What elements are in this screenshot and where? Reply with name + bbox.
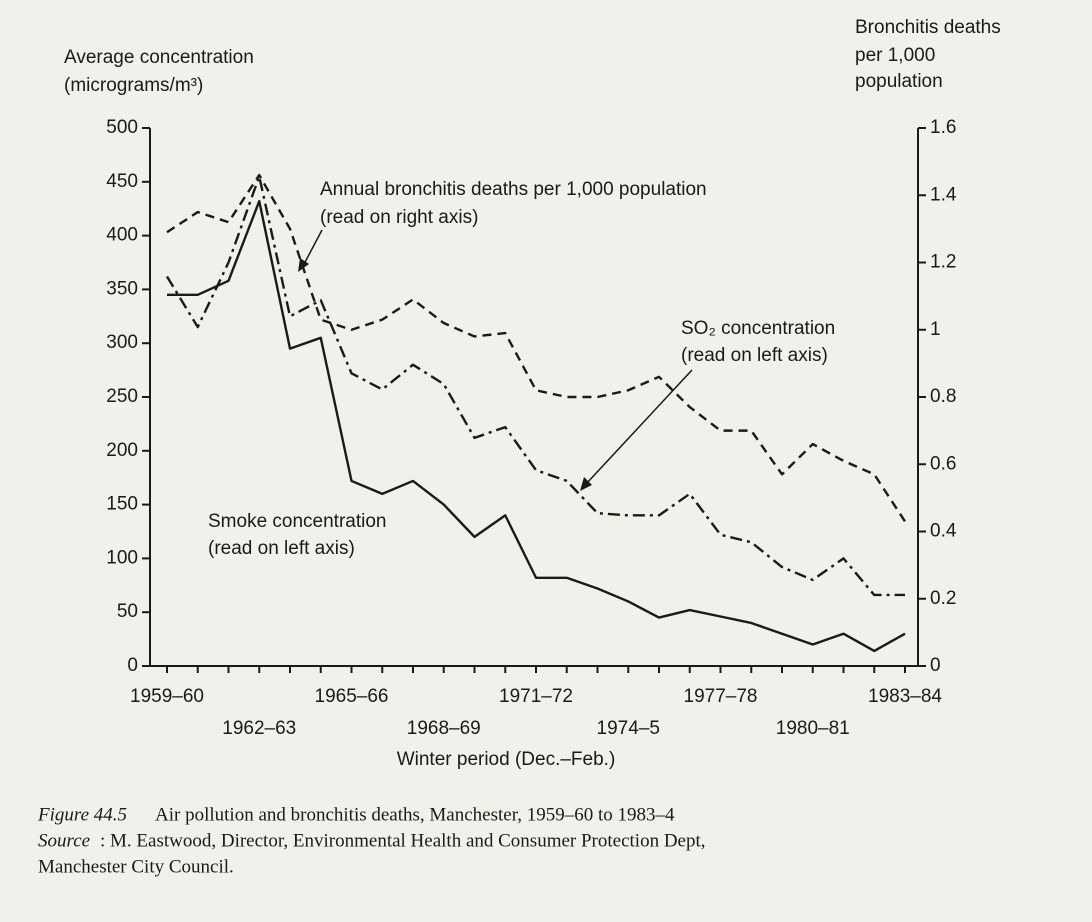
series-line (167, 199, 906, 653)
caption-figure: Figure 44.5 (37, 804, 127, 825)
annotation-arrow (585, 369, 693, 485)
y-tick-label: 250 (106, 386, 138, 407)
y-tick-label: 50 (117, 601, 138, 622)
y2-axis-title: population (855, 71, 943, 92)
y2-axis-title: Bronchitis deaths (855, 17, 1001, 38)
caption-source-label: Source (38, 830, 90, 851)
y2-tick-label: 0.2 (930, 588, 956, 609)
y2-tick-label: 0.6 (930, 453, 956, 474)
caption-source: Manchester City Council. (38, 856, 234, 877)
caption-source: : M. Eastwood, Director, Environmental H… (100, 830, 706, 851)
y-tick-label: 0 (127, 655, 138, 676)
x-tick-label: 1980–81 (776, 718, 850, 739)
y-tick-label: 200 (106, 440, 138, 461)
x-tick-label: 1971–72 (499, 686, 573, 707)
y-tick-label: 100 (106, 547, 138, 568)
annotation: (read on left axis) (681, 345, 828, 366)
annotation: Smoke concentration (208, 511, 387, 532)
arrow-head (580, 477, 592, 491)
x-axis-title: Winter period (Dec.–Feb.) (397, 749, 616, 770)
y-tick-label: 450 (106, 171, 138, 192)
x-tick-label: 1968–69 (407, 718, 481, 739)
y-tick-label: 300 (106, 332, 138, 353)
series-line (165, 175, 905, 597)
y2-tick-label: 0 (930, 655, 941, 676)
y2-axis-title: per 1,000 (855, 45, 935, 66)
y-tick-label: 500 (106, 117, 138, 138)
y-tick-label: 150 (106, 494, 138, 515)
x-tick-label: 1965–66 (315, 686, 389, 707)
y2-tick-label: 1.4 (930, 184, 957, 205)
caption-title: Air pollution and bronchitis deaths, Man… (155, 804, 675, 825)
y2-tick-label: 1 (930, 319, 941, 340)
x-tick-label: 1983–84 (868, 686, 942, 707)
x-tick-label: 1962–63 (222, 718, 296, 739)
annotation: (read on right axis) (320, 207, 478, 228)
y-tick-label: 350 (106, 278, 138, 299)
x-tick-label: 1959–60 (130, 686, 204, 707)
y2-tick-label: 1.2 (930, 252, 956, 273)
x-tick-label: 1977–78 (684, 686, 758, 707)
y2-tick-label: 0.4 (930, 521, 957, 542)
annotation-arrow (302, 229, 323, 267)
annotation: Annual bronchitis deaths per 1,000 popul… (320, 179, 707, 200)
y-axis-title: (micrograms/m³) (64, 75, 203, 96)
y-axis-title: Average concentration (64, 47, 254, 68)
series-line (166, 173, 907, 523)
y-tick-label: 400 (106, 225, 138, 246)
annotation: SO₂ concentration (681, 318, 835, 339)
x-tick-label: 1974–5 (597, 718, 660, 739)
y2-tick-label: 0.8 (930, 386, 956, 407)
y2-tick-label: 1.6 (930, 117, 956, 138)
annotation: (read on left axis) (208, 538, 355, 559)
